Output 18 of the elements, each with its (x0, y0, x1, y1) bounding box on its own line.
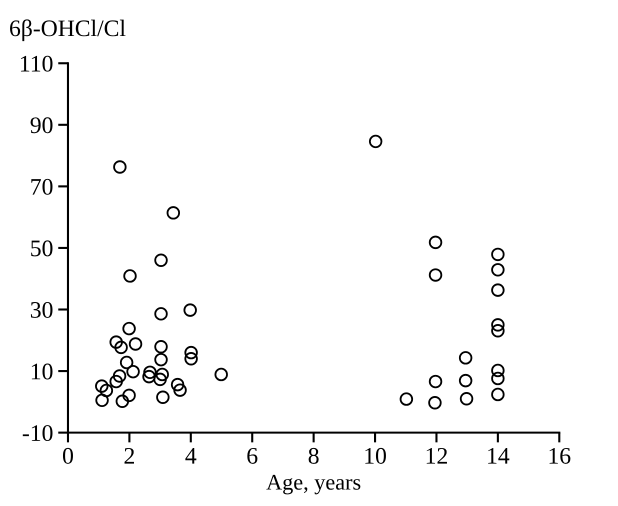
x-tick-label: 6 (247, 448, 258, 464)
x-tick-label: 0 (62, 448, 73, 464)
x-tick-label: 14 (488, 448, 510, 464)
y-tick-label: -10 (22, 425, 52, 442)
y-tick-label: 30 (30, 302, 52, 318)
x-tick-label: 16 (550, 448, 570, 464)
y-tick-label: 50 (31, 240, 52, 256)
y-tick-label: 110 (20, 56, 52, 72)
x-tick-label: 12 (426, 448, 447, 464)
y-tick-label: 70 (31, 178, 52, 195)
y-tick-label: 10 (32, 364, 52, 380)
y-axis-title: 6β-OHCl/Cl (10, 19, 126, 42)
x-tick-label: 4 (185, 448, 196, 464)
x-tick-label: 2 (124, 448, 134, 464)
x-axis-title: Age, years (266, 474, 360, 494)
x-tick-label: 10 (365, 448, 386, 464)
x-tick-label: 8 (308, 448, 319, 464)
y-tick-label: 90 (30, 117, 52, 134)
